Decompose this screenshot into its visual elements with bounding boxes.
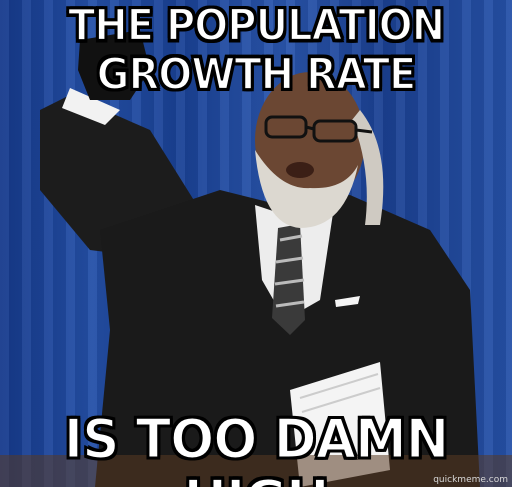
watermark-text: quickmeme.com — [433, 475, 508, 485]
top-caption: THE POPULATION GROWTH RATE — [67, 1, 446, 100]
bottom-caption: IS TOO DAMN HIGH — [63, 408, 451, 487]
